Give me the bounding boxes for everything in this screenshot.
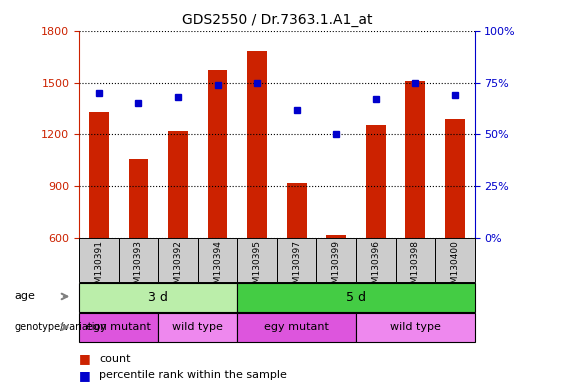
Text: egy mutant: egy mutant	[264, 322, 329, 333]
Text: GSM130398: GSM130398	[411, 240, 420, 295]
Bar	[158, 238, 198, 282]
Text: ■: ■	[79, 353, 91, 366]
Text: GSM130392: GSM130392	[173, 240, 182, 295]
Bar	[247, 51, 267, 238]
Bar	[286, 183, 306, 238]
Bar	[356, 313, 475, 342]
Text: count: count	[99, 354, 131, 364]
Text: ■: ■	[79, 369, 91, 382]
Bar	[277, 238, 316, 282]
Bar	[435, 238, 475, 282]
Text: GSM130395: GSM130395	[253, 240, 262, 295]
Bar	[128, 159, 148, 238]
Bar	[237, 283, 475, 312]
Bar	[237, 313, 356, 342]
Text: wild type: wild type	[390, 322, 441, 333]
Bar	[79, 238, 119, 282]
Text: GSM130400: GSM130400	[450, 240, 459, 295]
Bar	[198, 238, 237, 282]
Text: genotype/variation: genotype/variation	[14, 322, 107, 332]
Text: 5 d: 5 d	[346, 291, 366, 304]
Bar	[396, 238, 435, 282]
Bar	[158, 313, 237, 342]
Bar	[119, 238, 158, 282]
Bar	[326, 235, 346, 238]
Bar	[356, 238, 395, 282]
Text: percentile rank within the sample: percentile rank within the sample	[99, 370, 287, 380]
Bar	[168, 131, 188, 238]
Text: GSM130391: GSM130391	[94, 240, 103, 295]
Bar	[366, 125, 385, 238]
Bar	[79, 283, 237, 312]
Text: GSM130393: GSM130393	[134, 240, 143, 295]
Text: wild type: wild type	[172, 322, 223, 333]
Text: egy mutant: egy mutant	[86, 322, 151, 333]
Text: age: age	[14, 291, 35, 301]
Bar	[445, 119, 464, 238]
Bar	[316, 238, 356, 282]
Title: GDS2550 / Dr.7363.1.A1_at: GDS2550 / Dr.7363.1.A1_at	[181, 13, 372, 27]
Bar	[237, 238, 277, 282]
Text: 3 d: 3 d	[148, 291, 168, 304]
Text: GSM130396: GSM130396	[371, 240, 380, 295]
Bar	[405, 81, 425, 238]
Text: GSM130394: GSM130394	[213, 240, 222, 295]
Bar	[89, 112, 108, 238]
Bar	[79, 313, 158, 342]
Text: GSM130397: GSM130397	[292, 240, 301, 295]
Bar	[208, 70, 227, 238]
Text: GSM130399: GSM130399	[332, 240, 341, 295]
